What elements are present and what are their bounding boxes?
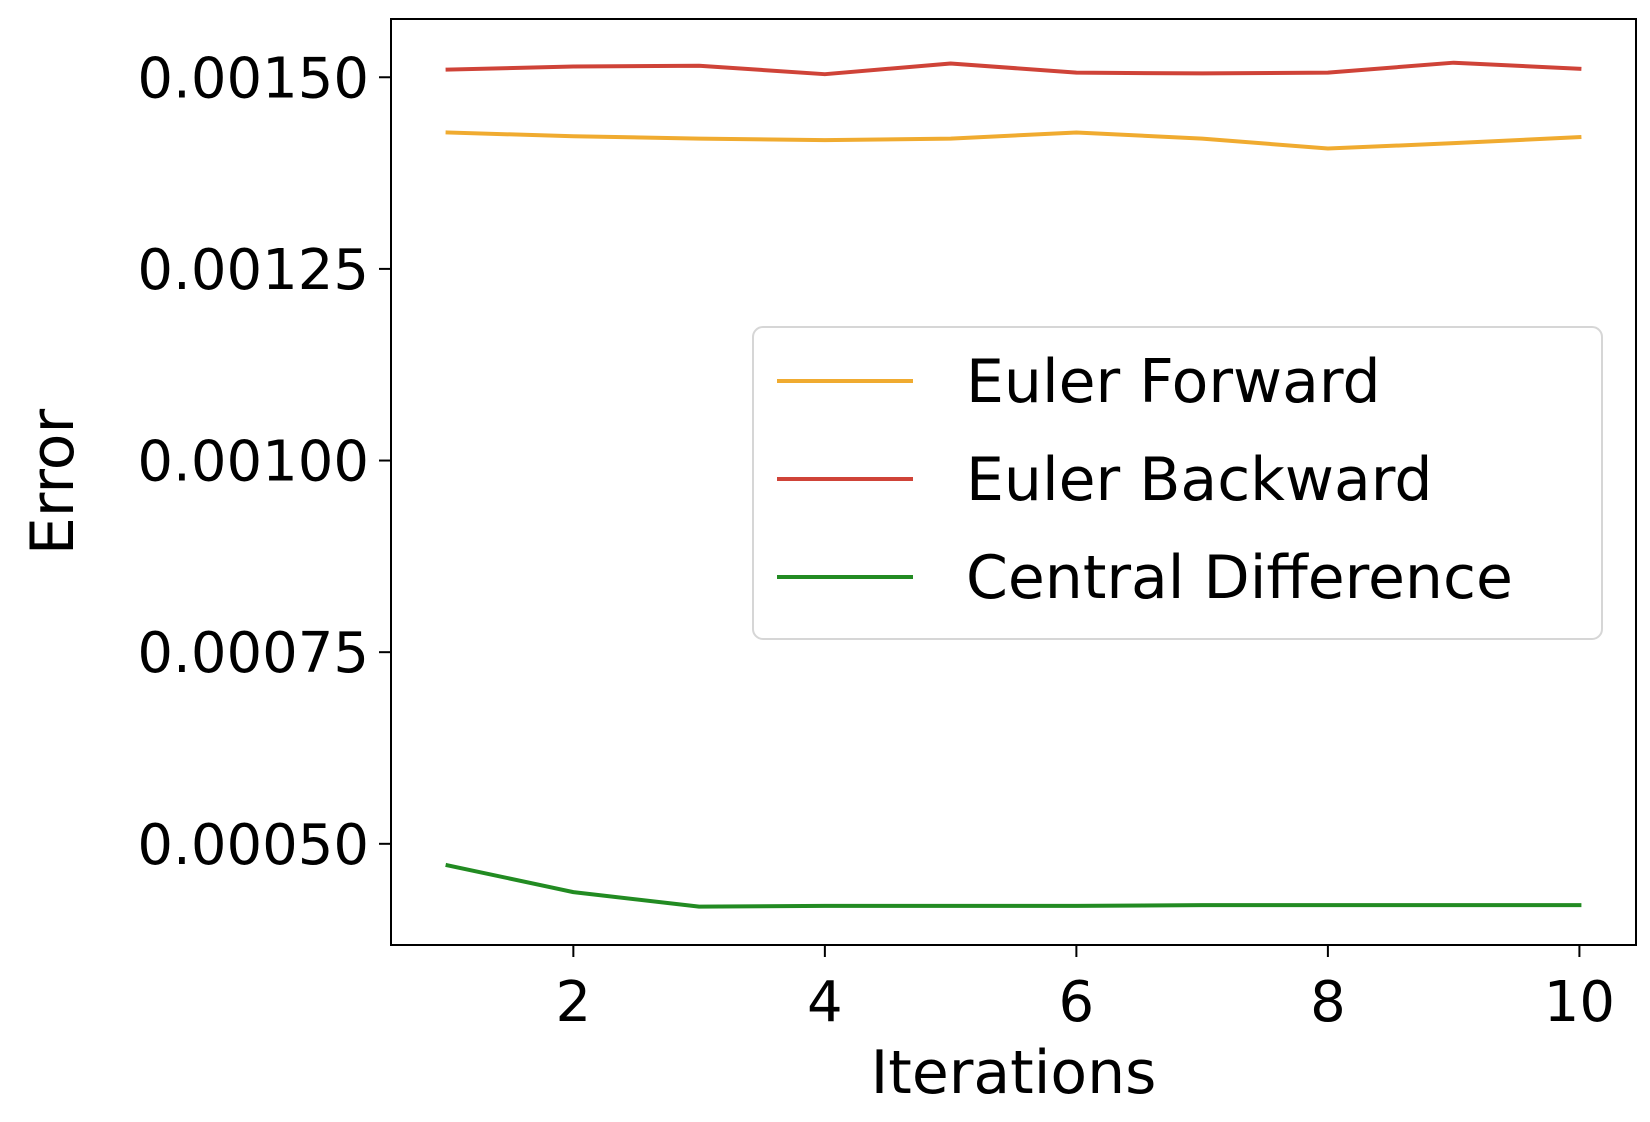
y-tick-label: 0.00100: [137, 430, 369, 495]
legend: Euler Forward Euler Backward Central Diffe…: [752, 326, 1603, 640]
series-line-1: [445, 60, 1582, 77]
y-axis-ticks: 0.00050 0.00075 0.00100 0.00125 0.00150: [137, 46, 391, 878]
x-axis-ticks: 2 4 6 8 10: [556, 945, 1615, 1035]
legend-entry-label: Central Difference: [966, 543, 1513, 613]
x-tick-label: 8: [1310, 970, 1346, 1035]
series-lines: [445, 60, 1582, 909]
x-tick-label: 4: [807, 970, 843, 1035]
y-tick-label: 0.00050: [137, 813, 369, 878]
y-tick-label: 0.00075: [137, 621, 369, 686]
legend-entry-label: Euler Forward: [966, 347, 1381, 417]
series-line-0: [445, 130, 1582, 151]
y-axis-label: Error: [18, 409, 88, 556]
legend-entry-label: Euler Backward: [966, 445, 1432, 515]
y-tick-label: 0.00150: [137, 46, 369, 111]
series-line-2: [445, 862, 1582, 909]
x-axis-label: Iterations: [871, 1038, 1157, 1108]
y-tick-label: 0.00125: [137, 238, 369, 303]
x-tick-label: 6: [1059, 970, 1095, 1035]
plot-frame: [390, 18, 1637, 946]
x-tick-label: 10: [1544, 970, 1615, 1035]
legend-box: [752, 326, 1603, 640]
x-tick-label: 2: [556, 970, 592, 1035]
